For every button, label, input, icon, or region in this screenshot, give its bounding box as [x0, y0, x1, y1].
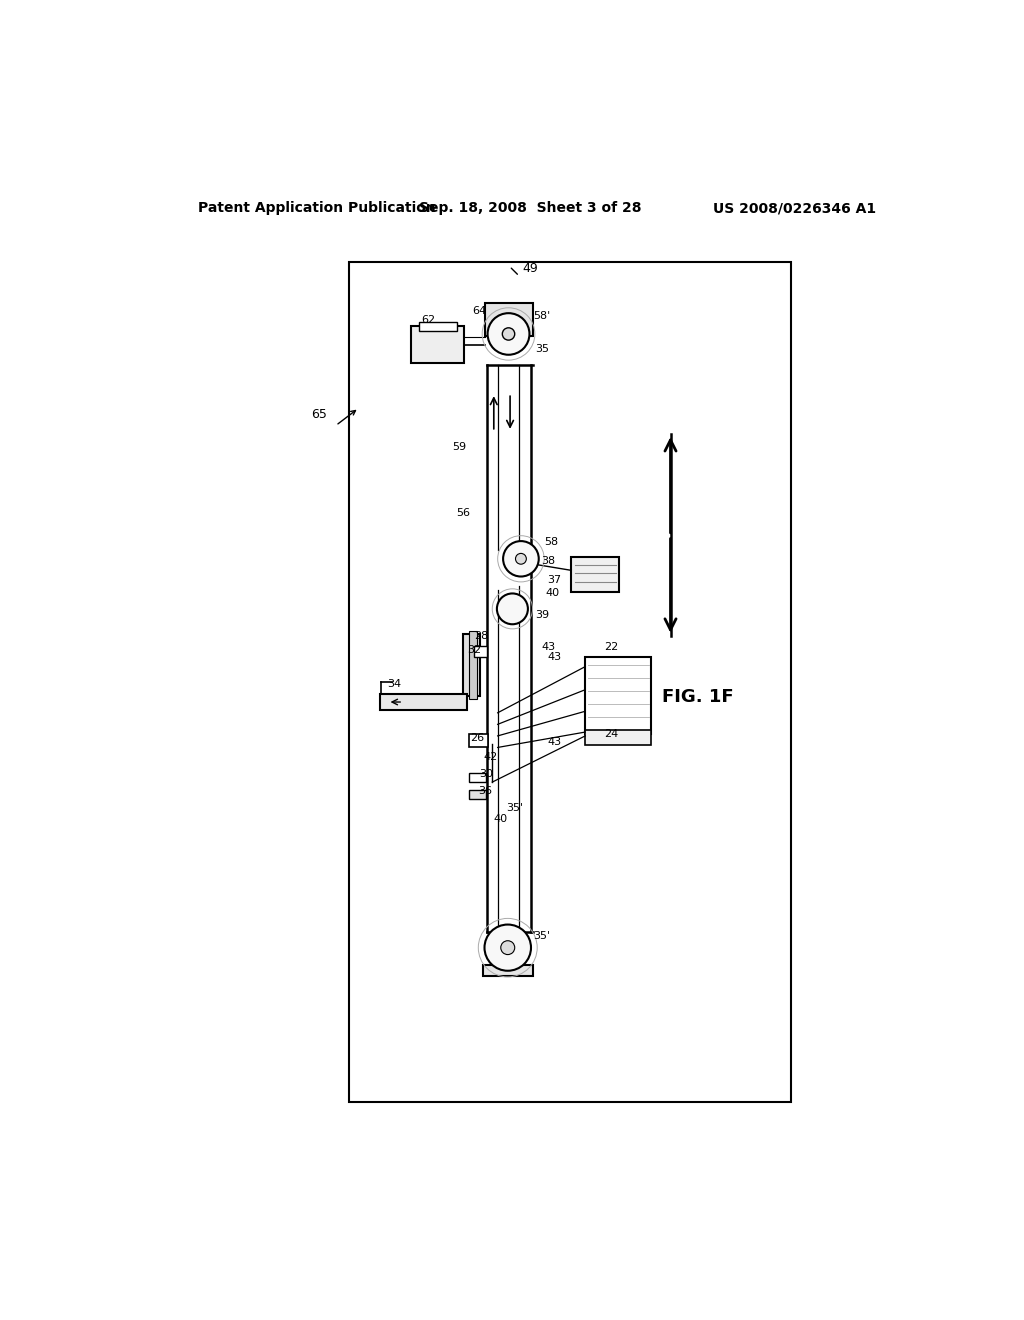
Bar: [411, 326, 464, 363]
Text: 43: 43: [542, 643, 556, 652]
Circle shape: [503, 541, 539, 577]
Text: 42: 42: [483, 752, 498, 763]
Text: 26: 26: [470, 733, 483, 743]
Circle shape: [515, 553, 526, 564]
Text: 64: 64: [472, 306, 486, 315]
Bar: [380, 693, 467, 710]
Text: 34: 34: [387, 678, 400, 689]
Text: 36: 36: [478, 787, 493, 796]
Text: 28: 28: [474, 631, 488, 640]
Bar: [571, 557, 620, 591]
Text: 40: 40: [494, 814, 508, 824]
Text: 59: 59: [453, 442, 467, 453]
Bar: [469, 789, 486, 799]
Text: Patent Application Publication: Patent Application Publication: [198, 202, 435, 215]
Text: 37: 37: [547, 576, 561, 585]
Bar: [469, 734, 487, 747]
Text: 58': 58': [534, 312, 551, 321]
Text: 65: 65: [311, 408, 328, 421]
Bar: [463, 635, 480, 696]
Text: 35': 35': [534, 931, 551, 941]
Text: 43: 43: [547, 737, 561, 747]
Circle shape: [487, 313, 529, 355]
Text: Sep. 18, 2008  Sheet 3 of 28: Sep. 18, 2008 Sheet 3 of 28: [419, 202, 641, 215]
Text: 30: 30: [479, 770, 493, 779]
Text: 58: 58: [544, 537, 558, 546]
Bar: [484, 304, 532, 335]
Circle shape: [503, 327, 515, 341]
Text: 35': 35': [506, 803, 523, 813]
Text: 22: 22: [604, 643, 618, 652]
Bar: [469, 631, 477, 700]
Bar: [469, 774, 486, 781]
Text: 49: 49: [522, 261, 538, 275]
Bar: [349, 263, 791, 1102]
Text: 24: 24: [604, 730, 618, 739]
Bar: [586, 730, 651, 744]
Circle shape: [484, 924, 531, 970]
Bar: [492, 335, 524, 345]
Text: 32: 32: [467, 644, 481, 655]
Text: 40: 40: [546, 589, 560, 598]
Circle shape: [497, 594, 528, 624]
Bar: [419, 322, 458, 331]
Bar: [586, 657, 651, 734]
Text: 62: 62: [422, 315, 436, 325]
Text: US 2008/0226346 A1: US 2008/0226346 A1: [713, 202, 877, 215]
Bar: [483, 965, 534, 977]
Text: 43: 43: [547, 652, 561, 663]
Text: 39: 39: [536, 610, 550, 620]
Text: 38: 38: [541, 556, 555, 566]
Text: 56: 56: [456, 508, 470, 517]
Text: FIG. 1F: FIG. 1F: [662, 689, 733, 706]
Bar: [474, 645, 486, 656]
Text: 35: 35: [535, 345, 549, 354]
Circle shape: [501, 941, 515, 954]
